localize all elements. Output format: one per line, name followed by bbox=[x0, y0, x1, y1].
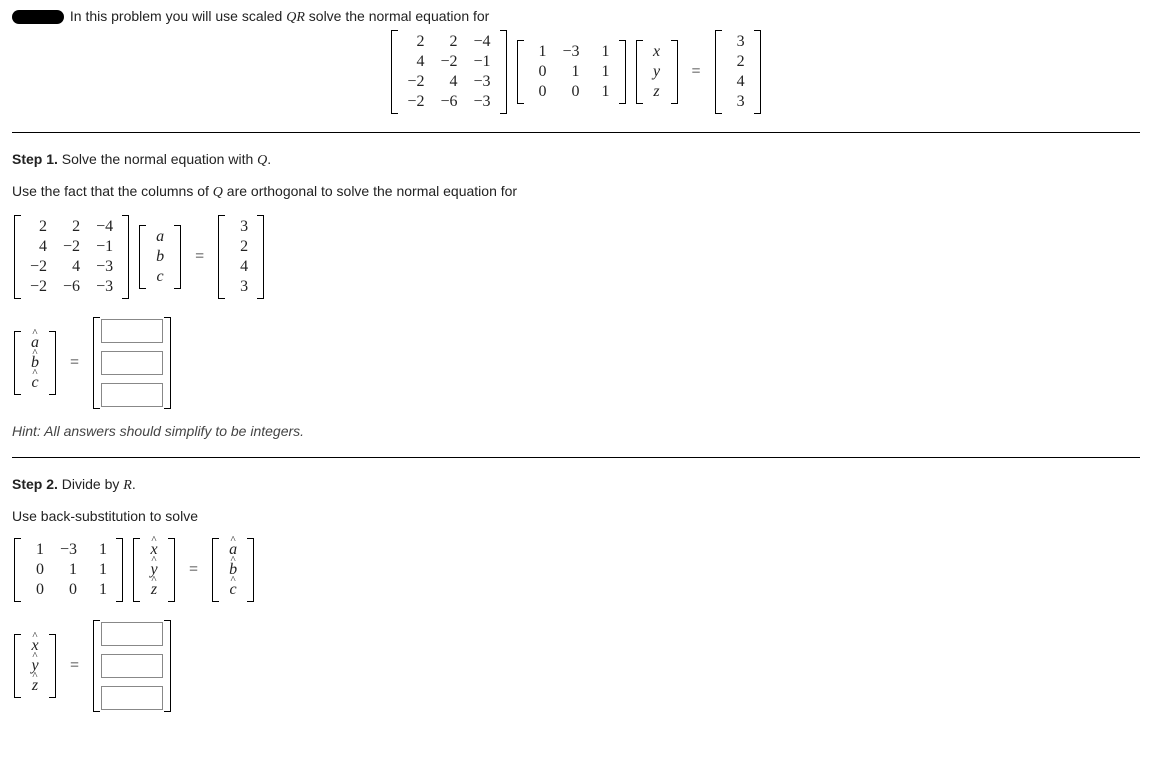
intro-text-2: solve the normal equation for bbox=[305, 8, 489, 24]
equals-sign: = bbox=[195, 248, 204, 266]
step2-equation: 1−31 011 001 ^x ^y ^z = ^a ^b ^c bbox=[12, 538, 1140, 602]
equals-sign: = bbox=[70, 657, 79, 675]
step1-abc-hat: ^a ^b ^c bbox=[14, 331, 56, 395]
step2-answer: ^x ^y ^z = bbox=[12, 620, 1140, 712]
equals-sign: = bbox=[70, 354, 79, 372]
equals-sign: = bbox=[189, 561, 198, 579]
step1-input-a[interactable] bbox=[101, 319, 163, 343]
step1-input-b[interactable] bbox=[101, 351, 163, 375]
step1-instruction: Use the fact that the columns of Q are o… bbox=[12, 183, 1140, 201]
redacted-label bbox=[12, 10, 64, 24]
matrix-A: 22−4 4−2−1 −24−3 −2−6−3 bbox=[391, 30, 506, 114]
step1-vector-abc: a b c bbox=[139, 225, 181, 289]
step2-instruction: Use back-substitution to solve bbox=[12, 508, 1140, 524]
step1-rhs: 3 2 4 3 bbox=[218, 215, 264, 299]
intro-text-1: In this problem you will use scaled bbox=[70, 8, 286, 24]
step1-input-c[interactable] bbox=[101, 383, 163, 407]
step2-matrix-R: 1−31 011 001 bbox=[14, 538, 123, 602]
step2-abc-hat: ^a ^b ^c bbox=[212, 538, 254, 602]
step2-xyz-hat: ^x ^y ^z bbox=[133, 538, 175, 602]
vector-xyz: x y z bbox=[636, 40, 678, 104]
vector-b: 3 2 4 3 bbox=[715, 30, 761, 114]
step1-title: Step 1. Solve the normal equation with Q… bbox=[12, 151, 1140, 169]
equals-sign: = bbox=[692, 63, 701, 81]
separator-2 bbox=[12, 457, 1140, 458]
step1-answer: ^a ^b ^c = bbox=[12, 317, 1140, 409]
step2-answer-inputs bbox=[93, 620, 171, 712]
problem-intro: In this problem you will use scaled QR s… bbox=[12, 8, 1140, 26]
step1-answer-inputs bbox=[93, 317, 171, 409]
step2-input-z[interactable] bbox=[101, 686, 163, 710]
main-equation: 22−4 4−2−1 −24−3 −2−6−3 1−31 011 001 x y… bbox=[12, 30, 1140, 114]
step1-matrix-A: 22−4 4−2−1 −24−3 −2−6−3 bbox=[14, 215, 129, 299]
step1-equation: 22−4 4−2−1 −24−3 −2−6−3 a b c = 3 2 4 3 bbox=[12, 215, 1140, 299]
matrix-R: 1−31 011 001 bbox=[517, 40, 626, 104]
step1-hint: Hint: All answers should simplify to be … bbox=[12, 423, 1140, 439]
separator-1 bbox=[12, 132, 1140, 133]
step2-input-x[interactable] bbox=[101, 622, 163, 646]
step2-xyz-hat-result: ^x ^y ^z bbox=[14, 634, 56, 698]
intro-qr: QR bbox=[286, 10, 305, 25]
step2-input-y[interactable] bbox=[101, 654, 163, 678]
step2-title: Step 2. Divide by R. bbox=[12, 476, 1140, 494]
